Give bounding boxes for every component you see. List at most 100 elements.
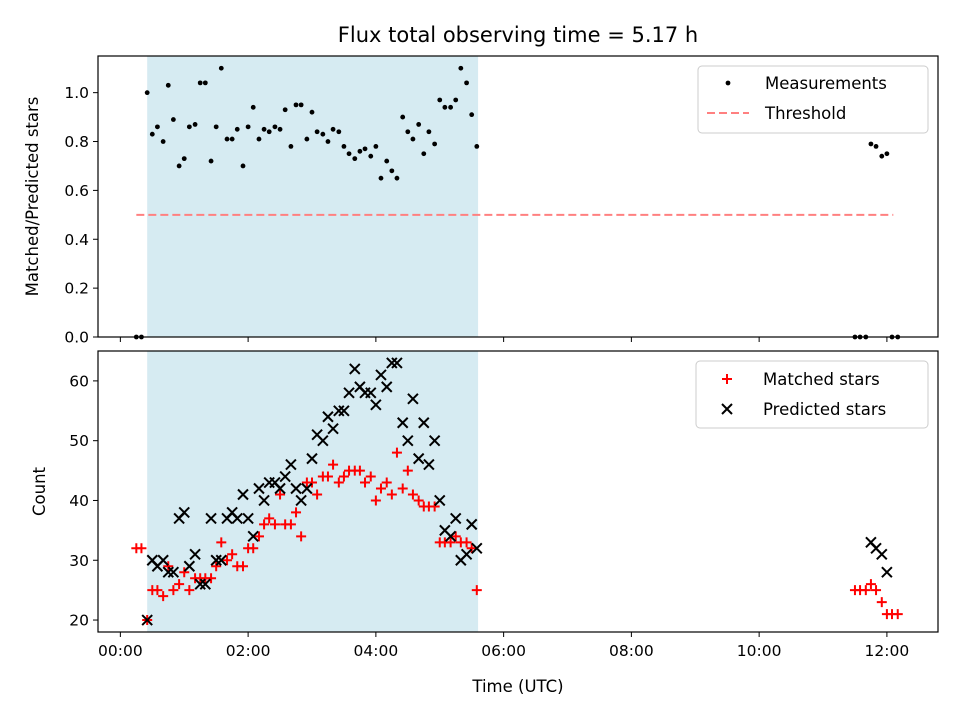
measurement-point xyxy=(155,124,160,130)
predicted-star-point xyxy=(428,434,441,447)
matched-star-point xyxy=(892,609,903,620)
count-legend: Matched stars Predicted stars xyxy=(695,360,929,429)
measurement-point xyxy=(293,102,299,108)
y-tick-label: 20 xyxy=(69,612,89,630)
measurement-point xyxy=(378,175,384,181)
matched-star-point xyxy=(429,501,440,512)
predicted-star-point xyxy=(333,405,345,417)
measurement-point xyxy=(186,124,192,130)
predicted-star-point xyxy=(205,512,217,525)
matched-star-point xyxy=(312,489,323,500)
matched-star-point xyxy=(413,495,424,506)
measurement-point xyxy=(357,148,363,154)
ratio-panel: 0.0 0.2 0.4 0.6 0.8 1.0 Flux total observing … xyxy=(23,23,939,347)
measurement-point xyxy=(192,122,198,127)
measurement-point xyxy=(873,144,879,149)
x-tick-label: 00:00 xyxy=(98,642,143,660)
measurement-point xyxy=(410,136,416,142)
ratio-panel-frame xyxy=(97,55,939,338)
measurement-point xyxy=(448,104,454,110)
predicted-star-point xyxy=(396,417,409,429)
predicted-star-point xyxy=(375,369,387,381)
measurement-point xyxy=(256,136,262,142)
measurement-point xyxy=(373,144,379,149)
measurement-point xyxy=(352,156,358,162)
measurement-point xyxy=(261,126,267,132)
count-panel: 20 30 40 50 60 00:00 02:00 04:00 06:00 08:00 10:0… xyxy=(30,350,939,696)
matched-star-point xyxy=(163,561,174,572)
predicted-star-point xyxy=(301,482,313,495)
measurement-point xyxy=(400,114,406,120)
measurement-point xyxy=(346,151,352,157)
matched-star-point xyxy=(206,573,217,584)
legend-matched-marker xyxy=(722,374,732,384)
x-tick-label: 02:00 xyxy=(226,642,271,660)
measurement-point xyxy=(458,65,464,71)
matched-star-point xyxy=(211,561,222,572)
predicted-star-point xyxy=(381,381,393,393)
predicted-star-point xyxy=(450,512,462,525)
measurement-point xyxy=(245,124,251,130)
matched-star-point xyxy=(227,549,238,560)
predicted-star-point xyxy=(322,411,334,423)
matched-star-point xyxy=(402,465,413,476)
matched-star-point xyxy=(184,585,195,596)
predicted-star-point xyxy=(167,566,180,578)
measurement-point xyxy=(368,153,374,159)
measurement-point xyxy=(474,144,480,149)
count-y-axis-label: Count xyxy=(30,466,49,516)
measurement-points xyxy=(133,65,901,340)
predicted-star-point xyxy=(141,614,153,626)
count-panel-frame xyxy=(97,350,939,633)
measurement-point xyxy=(160,139,166,144)
measurement-point xyxy=(250,104,256,110)
matched-star-point xyxy=(865,579,876,590)
count-y-ticks: 20 30 40 50 60 xyxy=(69,372,98,630)
measurement-point xyxy=(405,129,411,135)
predicted-star-point xyxy=(285,458,297,471)
predicted-star-point xyxy=(157,554,169,566)
measurement-point xyxy=(341,144,347,149)
matched-star-point xyxy=(238,561,249,572)
predicted-star-point xyxy=(306,452,318,465)
matched-star-point xyxy=(407,489,418,500)
predicted-star-point xyxy=(194,578,206,590)
x-tick-label: 10:00 xyxy=(737,642,782,660)
y-tick-label: 1.0 xyxy=(64,84,89,102)
predicted-star-point xyxy=(231,512,243,525)
measurement-point xyxy=(309,109,315,115)
y-tick-label: 0.8 xyxy=(64,133,89,151)
measurement-point xyxy=(272,124,278,130)
measurement-point xyxy=(384,158,390,164)
y-tick-label: 50 xyxy=(69,432,89,450)
matched-star-point xyxy=(275,489,286,500)
measurement-point xyxy=(421,151,427,157)
matched-star-point xyxy=(322,471,333,482)
matched-star-point xyxy=(338,471,349,482)
measurement-point xyxy=(432,141,438,147)
matched-star-point xyxy=(450,531,461,542)
predicted-star-point xyxy=(317,434,329,447)
x-tick-label: 06:00 xyxy=(481,642,526,660)
predicted-star-point xyxy=(423,458,435,471)
predicted-star-point xyxy=(370,399,382,411)
predicted-star-point xyxy=(247,530,259,543)
measurement-point xyxy=(304,136,310,142)
measurement-point xyxy=(288,144,294,149)
matched-star-point xyxy=(391,447,402,458)
matched-star-point xyxy=(306,477,317,488)
measurement-point xyxy=(218,65,224,71)
measurement-point xyxy=(362,146,368,152)
predicted-star-point xyxy=(338,405,350,417)
matched-star-point xyxy=(365,471,376,482)
measurement-point xyxy=(213,124,219,130)
legend-measurement-marker xyxy=(725,80,731,86)
matched-star-point xyxy=(264,513,275,524)
matched-star-point xyxy=(296,531,307,542)
legend-predicted-marker xyxy=(721,403,733,415)
legend-measurements-label: Measurements xyxy=(765,74,887,93)
measurement-point xyxy=(170,117,176,122)
matched-star-point xyxy=(370,495,381,506)
measurement-point xyxy=(240,163,246,169)
predicted-star-point xyxy=(242,512,254,525)
